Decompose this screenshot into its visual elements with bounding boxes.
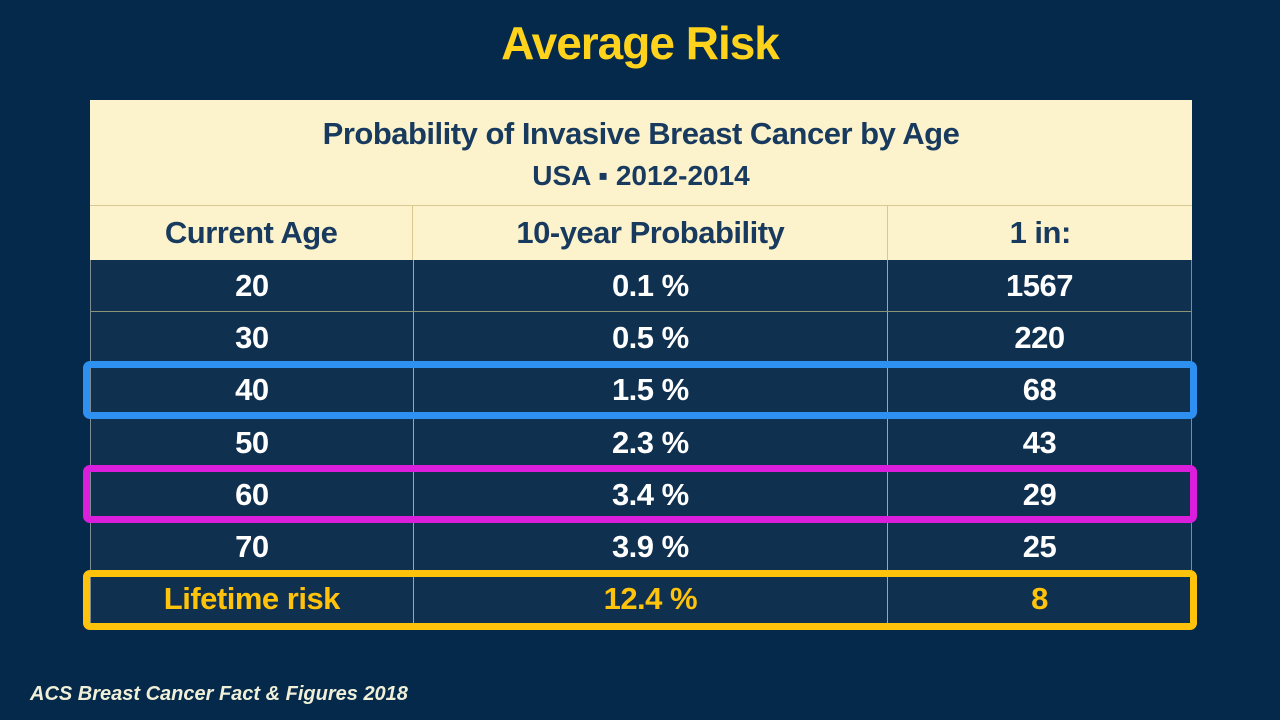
row-cell-age: 20 [235,267,269,303]
table-title-line2: USA ▪ 2012-2014 [532,160,750,192]
row-cell-probability: 0.5 % [412,312,887,364]
row-cell-age: 40 [235,372,269,408]
source-citation: ACS Breast Cancer Fact & Figures 2018 [30,683,408,705]
row-cell-probability: 1.5 % [412,364,887,416]
table-row: 70 3.9 % 25 [91,520,1191,573]
column-header-row: Current Age 10-year Probability 1 in: [90,206,1192,260]
row-cell-age: Lifetime risk [163,581,341,617]
table-body: 20 0.1 % 1567 30 0.5 % 220 40 1.5 % 68 50 2.3 % 43 6… [83,260,1197,631]
row-cell-one-in: 29 [886,469,1191,521]
row-cell-one-in: 25 [886,521,1191,573]
column-header-probability: 10-year Probability [412,206,887,260]
table-title-line1: Probability of Invasive Breast Cancer by… [322,116,960,152]
table-row: 40 1.5 % 68 [83,360,1197,419]
row-cell-probability: 0.1 % [412,260,887,312]
table-title: Probability of Invasive Breast Cancer by… [90,100,1192,206]
row-cell-one-in: 8 [886,573,1191,626]
row-cell-age: 50 [235,424,269,460]
column-header-one-in: 1 in: [887,206,1192,260]
column-header-current-age: Current Age [164,215,338,250]
table-row: 30 0.5 % 220 [91,311,1191,364]
row-cell-one-in: 1567 [886,260,1191,312]
risk-table: Probability of Invasive Breast Cancer by… [83,100,1197,631]
row-cell-one-in: 68 [886,364,1191,416]
row-cell-age: 60 [235,476,269,512]
table-row: Lifetime risk 12.4 % 8 [83,569,1197,631]
row-cell-probability: 3.9 % [412,521,887,573]
row-cell-probability: 12.4 % [412,573,887,626]
row-cell-probability: 3.4 % [412,469,887,521]
table-row: 50 2.3 % 43 [91,415,1191,469]
row-cell-age: 70 [235,529,269,565]
row-cell-one-in: 43 [886,416,1191,469]
row-cell-age: 30 [235,319,269,355]
table-row: 20 0.1 % 1567 [91,260,1191,312]
table-header: Probability of Invasive Breast Cancer by… [90,100,1192,260]
row-cell-probability: 2.3 % [412,416,887,469]
table-row: 60 3.4 % 29 [83,465,1197,524]
slide-title: Average Risk [501,17,780,69]
row-cell-one-in: 220 [886,312,1191,364]
